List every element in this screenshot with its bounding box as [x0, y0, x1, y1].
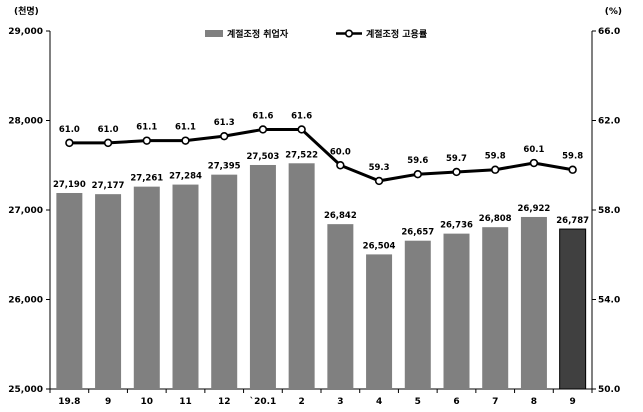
bar-value-label: 27,190 — [53, 180, 86, 190]
x-axis-tick-label: 2 — [299, 397, 305, 407]
line-point — [220, 131, 229, 141]
bar-value-label: 27,522 — [285, 150, 318, 160]
line-point — [452, 167, 461, 177]
bar-value-label: 27,177 — [92, 181, 125, 191]
line-point — [181, 136, 190, 145]
x-axis-tick-label: 9 — [105, 397, 111, 407]
line-point — [103, 138, 113, 148]
x-axis-tick-label: 10 — [141, 397, 154, 407]
bar — [95, 194, 122, 389]
line-value-label: 61.6 — [291, 111, 312, 121]
legend-bar-swatch — [205, 30, 223, 37]
line-point — [65, 138, 74, 148]
bar-value-label: 26,787 — [556, 216, 589, 226]
bar — [443, 233, 470, 389]
legend-line-label: 계절조정 고용률 — [366, 28, 427, 40]
line-value-label: 59.8 — [485, 152, 506, 162]
left-axis-tick-label: 27,000 — [8, 206, 43, 216]
x-axis-tick-label: 12 — [218, 397, 231, 407]
bar — [288, 163, 315, 389]
bar — [520, 216, 547, 389]
right-axis-tick-label: 66.0 — [598, 27, 620, 37]
series-line — [69, 127, 573, 183]
x-axis-tick-label: `20.1 — [250, 396, 277, 407]
bar-value-label: 26,842 — [324, 211, 357, 221]
line-value-label: 59.8 — [562, 152, 583, 162]
bar — [249, 164, 276, 389]
bar-highlighted — [559, 228, 587, 390]
bar-value-label: 26,736 — [440, 221, 473, 231]
x-axis-tick-label: 8 — [531, 397, 537, 407]
x-axis-tick-label: 9 — [570, 397, 576, 407]
line-point — [374, 176, 384, 186]
bar — [404, 240, 431, 389]
line-value-label: 61.3 — [214, 118, 235, 128]
bar — [133, 186, 160, 389]
left-axis-tick-label: 26,000 — [8, 296, 43, 306]
legend-bar-label: 계절조정 취업자 — [227, 28, 289, 40]
legend-line-marker — [344, 29, 353, 38]
x-axis-tick-label: 6 — [453, 397, 459, 407]
line-value-label: 61.6 — [252, 111, 273, 121]
line-point — [491, 165, 500, 174]
line-point — [413, 170, 422, 179]
line-value-label: 60.0 — [330, 147, 351, 157]
bar-value-label: 27,261 — [130, 174, 163, 184]
left-axis-tick-label: 25,000 — [8, 385, 43, 395]
bar — [172, 184, 199, 389]
bar-value-label: 26,504 — [363, 241, 396, 251]
bar-value-label: 27,284 — [169, 172, 202, 182]
line-value-label: 60.1 — [523, 145, 544, 155]
line-point — [568, 165, 577, 174]
bar-value-label: 26,808 — [479, 214, 512, 224]
left-unit-label: (천명) — [14, 5, 39, 17]
bar — [482, 227, 509, 389]
x-axis-tick-label: 5 — [415, 397, 421, 407]
bar — [366, 254, 393, 389]
left-axis-tick-label: 28,000 — [8, 117, 43, 127]
bar — [211, 174, 238, 389]
right-axis-tick-label: 50.0 — [598, 385, 620, 395]
x-axis-tick-label: 19.8 — [58, 397, 80, 407]
bar-value-label: 27,503 — [247, 152, 280, 162]
line-value-label: 61.1 — [136, 123, 157, 133]
line-point — [529, 158, 539, 168]
bar — [327, 224, 354, 389]
line-value-label: 59.7 — [446, 154, 467, 164]
x-axis-tick-label: 4 — [376, 397, 382, 407]
legend: 계절조정 취업자 계절조정 고용률 — [205, 28, 427, 40]
x-axis-tick-label: 11 — [179, 397, 192, 407]
right-unit-label: (%) — [605, 7, 622, 17]
bar-value-label: 26,657 — [401, 228, 434, 238]
line-value-label: 61.0 — [98, 125, 119, 135]
bar — [56, 192, 83, 389]
bar-value-label: 27,395 — [208, 162, 241, 172]
line-value-label: 61.0 — [59, 125, 80, 135]
line-value-label: 59.3 — [369, 163, 390, 173]
line-point — [336, 161, 345, 170]
x-axis-tick-label: 3 — [337, 397, 343, 407]
line-point — [142, 136, 151, 145]
left-axis-tick-label: 29,000 — [8, 27, 43, 37]
right-axis-tick-label: 58.0 — [598, 206, 620, 216]
line-value-label: 61.1 — [175, 123, 196, 133]
bar-value-label: 26,922 — [518, 204, 551, 214]
chart-marks: 25,00026,00027,00028,00029,00050.054.058… — [8, 27, 620, 407]
line-point — [258, 125, 268, 134]
right-axis-tick-label: 62.0 — [598, 117, 620, 127]
line-point — [297, 125, 306, 134]
x-axis-tick-label: 7 — [492, 397, 498, 407]
right-axis-tick-label: 54.0 — [598, 296, 620, 306]
line-value-label: 59.6 — [407, 156, 428, 166]
